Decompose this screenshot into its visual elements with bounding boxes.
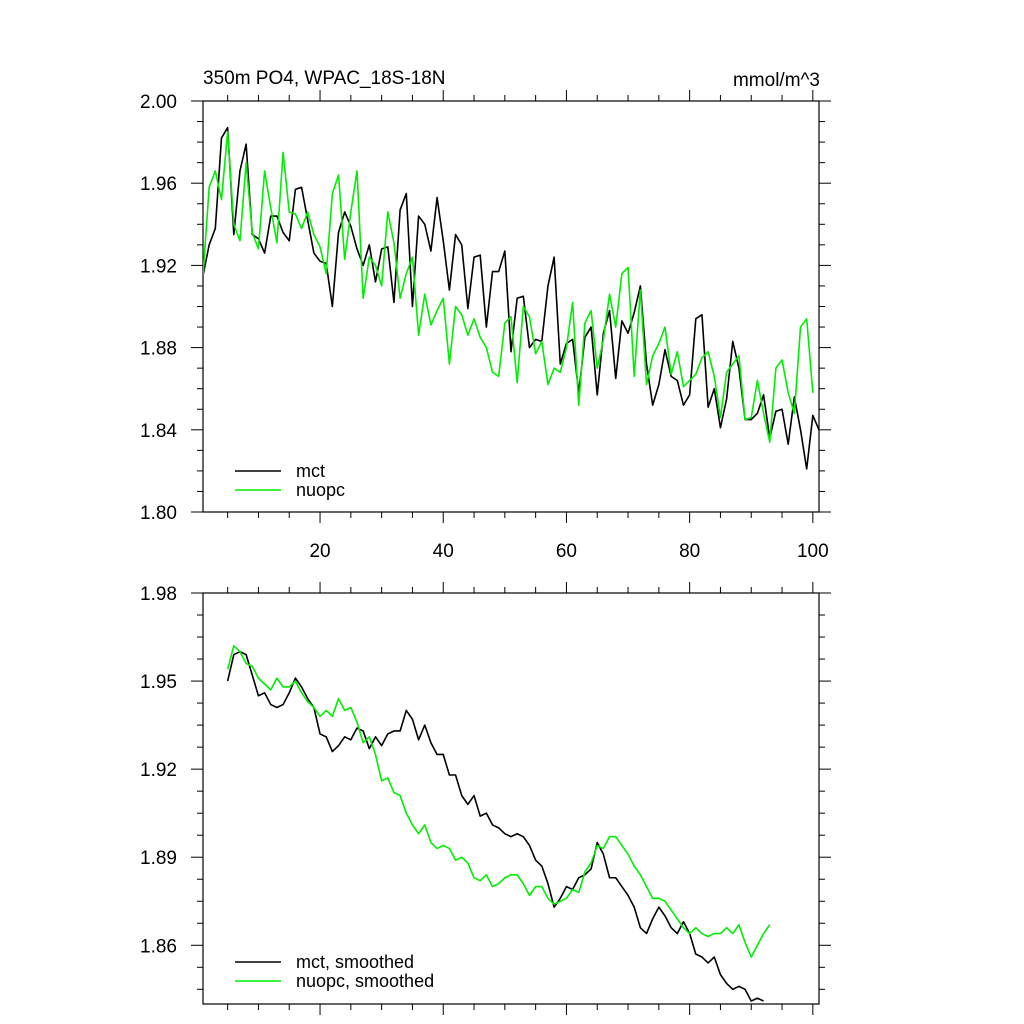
ytick-label: 1.92	[140, 760, 177, 781]
xtick-label: 80	[679, 541, 700, 562]
xtick-label: 20	[309, 541, 330, 562]
legend-label-mct-smoothed: mct, smoothed	[296, 952, 414, 972]
legend-label-nuopc: nuopc	[296, 480, 345, 500]
ytick-label: 1.92	[140, 256, 177, 277]
top-chart-units: mmol/m^3	[733, 70, 820, 91]
top-chart-title: 350m PO4, WPAC_18S-18N	[203, 68, 446, 89]
bottom-series-lines	[226, 645, 771, 1002]
top-series-nuopc	[203, 131, 814, 443]
xtick-label: 60	[556, 541, 577, 562]
bottom-panel: 1.86 1.89 1.92 1.95 1.98 mct, smoothed nuopc…	[140, 582, 831, 1015]
ytick-label: 1.96	[140, 174, 177, 195]
legend-label-mct: mct	[296, 461, 325, 481]
ytick-label: 1.86	[140, 936, 177, 957]
ytick-label: 1.98	[140, 584, 177, 605]
ytick-label: 1.88	[140, 339, 177, 360]
xtick-label: 100	[797, 541, 829, 562]
top-axis-ticks: 20 40 60 80 100 1.80 1.84 1.88 1.92 1.96 2.00	[140, 90, 831, 562]
bottom-series-nuopc-smoothed	[226, 645, 771, 958]
top-plot-frame	[202, 100, 820, 513]
xtick-label: 40	[433, 541, 454, 562]
ytick-label: 2.00	[140, 92, 177, 113]
bottom-axis-ticks: 1.86 1.89 1.92 1.95 1.98	[140, 582, 831, 1015]
bottom-legend: mct, smoothed nuopc, smoothed	[235, 952, 434, 991]
top-panel: 350m PO4, WPAC_18S-18N mmol/m^3 20 40 60 80…	[140, 68, 831, 562]
ytick-label: 1.89	[140, 848, 177, 869]
bottom-series-mct-smoothed	[226, 650, 764, 1002]
ytick-label: 1.80	[140, 503, 177, 524]
ytick-label: 1.95	[140, 672, 177, 693]
ytick-label: 1.84	[140, 421, 177, 442]
top-legend: mct nuopc	[235, 461, 345, 500]
top-series-lines	[203, 126, 819, 470]
bottom-plot-frame	[202, 592, 820, 1005]
top-series-mct	[203, 126, 819, 470]
legend-label-nuopc-smoothed: nuopc, smoothed	[296, 971, 434, 991]
